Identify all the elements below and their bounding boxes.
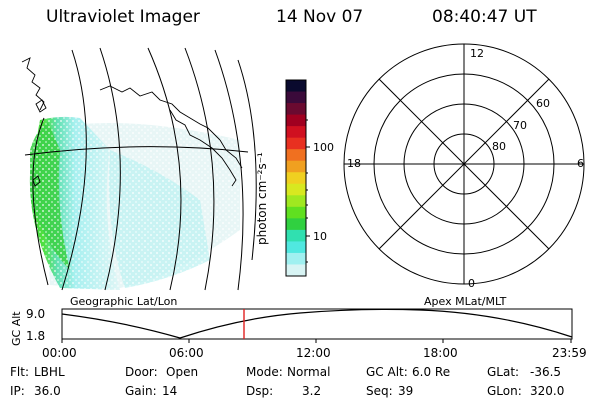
coastline: [21, 57, 243, 187]
altitude-chart-frame: [61, 308, 573, 340]
info-key-seq: Seq:: [366, 384, 393, 398]
altitude-curve: [61, 308, 573, 339]
colorbar-swatch: [286, 103, 306, 116]
info-value-glat: -36.5: [530, 365, 562, 379]
info-value-mode: Normal: [287, 365, 331, 379]
polar-lat-80: 80: [492, 140, 506, 153]
colorbar-swatch: [286, 264, 306, 277]
info-key-flt: Flt:: [10, 365, 29, 379]
info-value-dsp: 3.2: [302, 384, 322, 398]
info-key-gc-alt: GC Alt:: [366, 365, 408, 379]
date-label: 14 Nov 07: [276, 7, 364, 27]
colorbar-swatch: [286, 160, 306, 173]
colorbar-label-100: 100: [313, 141, 334, 154]
info-value-ip: 36.0: [34, 384, 61, 398]
colorbar-swatch: [286, 229, 306, 242]
time-label-0600: 06:00: [169, 346, 204, 360]
colorbar-swatch: [286, 80, 306, 93]
colorbar-swatch: [286, 183, 306, 196]
polar-caption: Apex MLat/MLT: [424, 295, 507, 308]
polar-mlt-12: 12: [470, 47, 484, 60]
polar-mlt-0: 0: [468, 277, 475, 290]
uv-image: [29, 110, 250, 291]
time-label: 08:40:47 UT: [432, 7, 537, 27]
colorbar-swatch: [286, 114, 306, 127]
info-value-gc-alt: 6.0 Re: [412, 365, 451, 379]
polar-lat-70: 70: [513, 119, 527, 132]
colorbar-swatch: [286, 172, 306, 185]
polar-plot: [343, 43, 585, 285]
altitude-axis-label: GC Alt: [10, 311, 23, 346]
altitude-tick-1-8: 1.8: [26, 329, 46, 343]
info-key-gain: Gain:: [125, 384, 157, 398]
map-caption: Geographic Lat/Lon: [70, 295, 178, 308]
info-value-flt: LBHL: [34, 365, 65, 379]
info-value-gain: 14: [162, 384, 178, 398]
colorbar-swatch: [286, 206, 306, 219]
colorbar-swatch: [286, 126, 306, 139]
instrument-title: Ultraviolet Imager: [46, 7, 200, 27]
info-key-mode: Mode:: [246, 365, 283, 379]
time-label-1800: 18:00: [423, 346, 458, 360]
colorbar-swatch: [286, 91, 306, 104]
polar-lat-60: 60: [536, 97, 550, 110]
info-value-seq: 39: [398, 384, 414, 398]
info-key-door: Door:: [125, 365, 158, 379]
info-key-ip: IP:: [10, 384, 25, 398]
colorbar: [285, 79, 310, 277]
info-key-glat: GLat:: [487, 365, 520, 379]
info-value-glon: 320.0: [530, 384, 565, 398]
altitude-chart: [61, 308, 573, 343]
time-label-1200: 12:00: [296, 346, 331, 360]
polar-diagonal-2: [378, 78, 550, 250]
geographic-map-panel: [21, 47, 257, 291]
time-label-2359: 23:59: [552, 346, 587, 360]
latitude-line: [24, 146, 249, 156]
longitude-lines: [61, 47, 257, 291]
time-label-0000: 00:00: [42, 346, 77, 360]
colorbar-swatch: [286, 241, 306, 254]
colorbar-swatch: [286, 218, 306, 231]
polar-mlt-18: 18: [347, 157, 361, 170]
polar-mlt-6: 6: [577, 157, 584, 170]
colorbar-swatch: [286, 252, 306, 265]
colorbar-swatch: [286, 137, 306, 150]
info-key-dsp: Dsp:: [246, 384, 274, 398]
earth-limb: [32, 117, 49, 286]
colorbar-label-10: 10: [313, 230, 327, 243]
altitude-tick-9: 9.0: [26, 307, 46, 321]
colorbar-frame: [285, 79, 307, 277]
info-value-door: Open: [166, 365, 199, 379]
colorbar-unit-label: photon cm⁻²s⁻¹: [255, 152, 269, 245]
colorbar-swatch: [286, 195, 306, 208]
colorbar-swatch: [286, 149, 306, 162]
info-key-glon: GLon:: [487, 384, 522, 398]
